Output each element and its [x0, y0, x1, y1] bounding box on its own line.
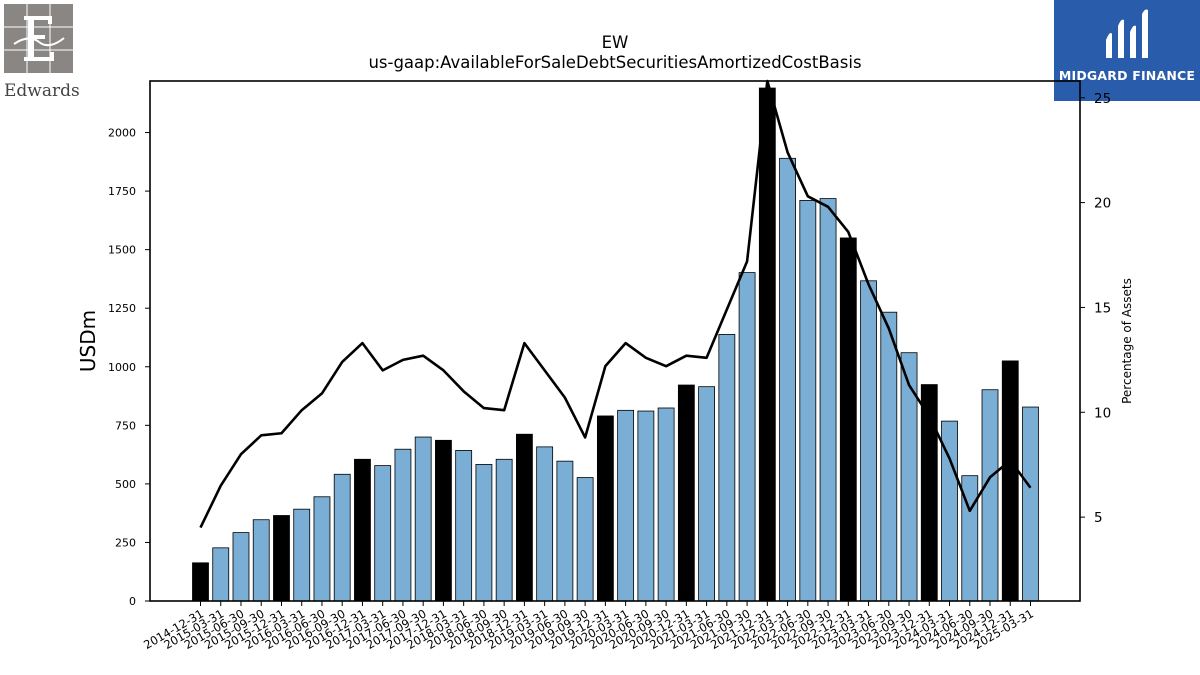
edwards-logo-name: Edwards: [4, 81, 80, 101]
bar-2020-12-31: [677, 384, 695, 602]
y-tick-label-0: 0: [129, 595, 136, 608]
bar-2016-12-31: [354, 458, 371, 602]
bar-2018-12-31: [516, 433, 533, 602]
bar-2023-03-31: [860, 280, 877, 602]
edwards-logo-mark: [4, 4, 73, 73]
bar-2024-09-30: [981, 389, 999, 602]
bar-2016-03-31: [293, 508, 311, 602]
bar-2022-06-30: [799, 200, 817, 602]
bar-2020-06-30: [637, 410, 655, 602]
bar-2016-09-30: [333, 473, 351, 602]
bars-layer: [192, 87, 1039, 602]
bar-2015-12-31: [273, 515, 290, 602]
plot-frame: [149, 80, 1081, 602]
bar-2017-09-30: [414, 436, 432, 602]
y2-tick-label-10: 10: [1094, 405, 1111, 421]
bar-2020-09-30: [657, 407, 675, 602]
y-tick-label-1000: 1000: [108, 361, 136, 374]
y-tick-label-1750: 1750: [108, 185, 136, 198]
y-tick-label-1500: 1500: [108, 244, 136, 257]
bar-2018-06-30: [475, 464, 493, 602]
chart-subtitle: us-gaap:AvailableForSaleDebtSecuritiesAm…: [368, 53, 862, 72]
bar-2021-06-30: [718, 334, 736, 602]
axes-layer: 0250500750100012501500175020005101520252…: [76, 80, 1134, 652]
bar-2021-03-31: [698, 386, 715, 602]
y2-tick-label-20: 20: [1094, 196, 1111, 212]
bar-2025-03-31: [1022, 406, 1039, 602]
y2-tick-label-5: 5: [1094, 510, 1103, 526]
bar-2018-09-30: [495, 458, 513, 602]
y-tick-label-500: 500: [115, 478, 136, 491]
bar-2021-12-31: [758, 87, 776, 602]
bar-2019-03-31: [536, 446, 554, 602]
y-tick-label-2000: 2000: [108, 127, 136, 140]
bar-2017-06-30: [394, 448, 412, 602]
y-tick-label-1250: 1250: [108, 302, 136, 315]
bar-2018-03-31: [455, 449, 473, 602]
bar-2014-12-31: [192, 562, 209, 602]
bar-2023-06-30: [880, 311, 898, 602]
line-percentage-of-assets: [199, 79, 1032, 529]
bar-2019-06-30: [556, 460, 574, 602]
bar-2016-06-30: [313, 496, 331, 602]
y-axis-label: USDm: [76, 310, 100, 372]
y-tick-label-750: 750: [115, 419, 136, 432]
bar-2015-09-30: [252, 519, 270, 602]
midgard-finance-logo: MIDGARD FINANCE: [1054, 0, 1200, 101]
bar-2017-12-31: [435, 439, 452, 602]
bar-2021-09-30: [738, 272, 756, 602]
bar-2015-06-30: [232, 532, 250, 602]
line-layer: [199, 79, 1032, 529]
bar-2023-09-30: [900, 352, 918, 602]
bar-2022-12-31: [839, 237, 857, 602]
bar-2020-03-31: [617, 409, 635, 602]
y-tick-label-250: 250: [115, 536, 136, 549]
y2-axis-label: Percentage of Assets: [1120, 278, 1134, 404]
midgard-logo-name: MIDGARD FINANCE: [1058, 68, 1196, 83]
bar-2022-09-30: [819, 198, 837, 602]
y2-tick-label-15: 15: [1094, 300, 1111, 316]
bar-2017-03-31: [374, 465, 392, 602]
chart-title: EW: [601, 33, 629, 52]
edwards-logo: Edwards: [4, 4, 80, 101]
bar-2019-09-30: [576, 477, 594, 602]
bar-2015-03-31: [212, 547, 230, 602]
bar-2022-03-31: [779, 157, 796, 602]
y2-tick-label-25: 25: [1094, 91, 1111, 107]
bar-2019-12-31: [596, 415, 614, 602]
midgard-logo-mark: [1106, 9, 1148, 59]
bar-2024-12-31: [1001, 360, 1019, 602]
